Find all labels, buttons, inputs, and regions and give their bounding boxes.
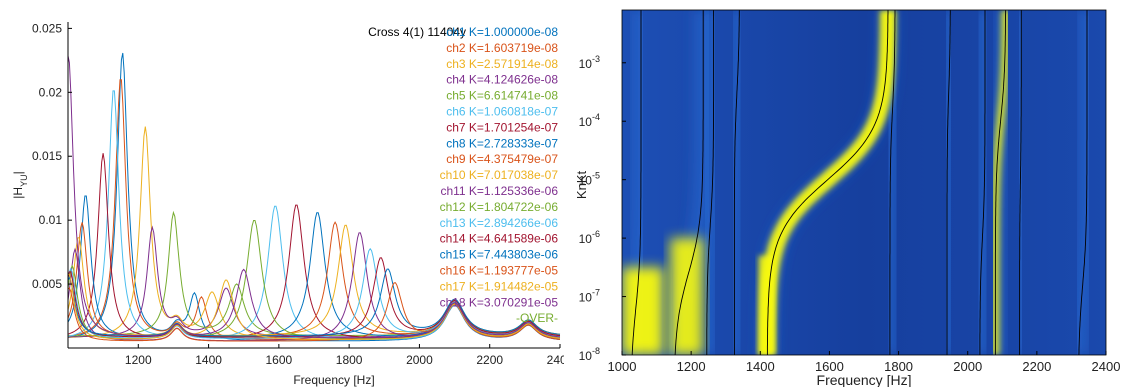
x-tick-label: 1200 <box>125 353 152 367</box>
legend-entry: ch6 K=1.060818e-07 <box>446 105 558 119</box>
series-lines <box>67 52 561 342</box>
y-tick-exponent: -6 <box>592 229 600 239</box>
legend-entry: ch4 K=4.124626e-08 <box>446 73 558 87</box>
legend-entry: ch12 K=1.804722e-06 <box>440 200 559 214</box>
legend-entry: ch15 K=7.443803e-06 <box>440 248 559 262</box>
legend-entry: ch9 K=4.375479e-07 <box>446 152 558 166</box>
legend-entry: ch5 K=6.614741e-08 <box>446 89 558 103</box>
axes: 1200 1400 1600 1800 2000 2200 2400 0.005 0.01 0.0… <box>32 21 564 367</box>
branch-line <box>1019 10 1022 355</box>
y-tick-label: 0.015 <box>32 149 62 163</box>
branch-line <box>733 10 740 355</box>
y-tick-label: 10-7 <box>579 288 600 305</box>
x-tick-label: 2200 <box>1022 359 1051 374</box>
x-tick-label: 1200 <box>677 359 706 374</box>
branch-line <box>674 10 704 355</box>
x-axis-label: Frequency [Hz] <box>817 372 912 387</box>
y-tick-exponent: -3 <box>592 54 600 64</box>
legend-over: -OVER- <box>516 311 558 325</box>
y-tick-label: 10-6 <box>579 229 600 246</box>
branch-line <box>631 10 642 355</box>
legend: Cross 4(1) 11404y ch1 K=1.000000e-08 ch2 … <box>368 25 558 325</box>
chart-title: Cross 4(1) 11404y <box>368 25 466 39</box>
branch-line <box>706 10 715 355</box>
series-line <box>67 268 561 337</box>
y-tick-label: 10-5 <box>579 171 600 188</box>
y-tick-exponent: -7 <box>592 288 600 298</box>
x-tick-label: 2000 <box>953 359 982 374</box>
legend-entry: ch2 K=1.603719e-08 <box>446 41 558 55</box>
branch-lines <box>631 10 1088 355</box>
y-tick-base: 10 <box>579 232 593 246</box>
y-tick-label: 0.025 <box>32 21 62 35</box>
branch-line <box>979 10 986 355</box>
legend-entry: ch11 K=1.125336e-06 <box>440 184 558 198</box>
legend-entry: ch14 K=4.641589e-06 <box>440 232 559 246</box>
y-axis-label-main: |H <box>11 187 25 199</box>
branch-line <box>889 10 896 355</box>
y-tick-base: 10 <box>579 291 593 305</box>
x-tick-label: 1800 <box>884 359 913 374</box>
x-tick-label: 1000 <box>608 359 637 374</box>
hot-region <box>758 255 775 355</box>
x-tick-label: 1400 <box>195 353 222 367</box>
legend-entry: ch8 K=2.728333e-07 <box>446 136 558 150</box>
branch-line <box>994 10 1007 355</box>
legend-entry: ch1 K=1.000000e-08 <box>446 25 558 39</box>
axes: 1000 1200 1400 1600 1800 2000 2200 240010-810-7… <box>579 9 1121 374</box>
x-tick-label: 1600 <box>815 359 844 374</box>
legend-entry: ch3 K=2.571914e-08 <box>446 57 558 71</box>
x-tick-label: 2000 <box>406 353 433 367</box>
y-tick-label: 10-4 <box>579 112 600 129</box>
y-tick-label: 10-8 <box>579 346 600 363</box>
y-tick-exponent: -8 <box>592 346 600 356</box>
y-tick-label: 10-3 <box>579 54 600 71</box>
legend-entry: ch7 K=1.701254e-07 <box>446 120 558 134</box>
x-tick-label: 1800 <box>336 353 363 367</box>
legend-entry: ch17 K=1.914482e-05 <box>440 279 559 293</box>
y-tick-label: 0.02 <box>39 85 63 99</box>
y-axis-label: KnKt <box>574 171 589 200</box>
series-line <box>67 257 561 338</box>
y-tick-base: 10 <box>579 115 593 129</box>
x-axis-label: Frequency [Hz] <box>293 373 374 387</box>
y-tick-base: 10 <box>579 349 593 363</box>
series-line <box>67 282 561 342</box>
y-tick-exponent: -4 <box>592 112 600 122</box>
legend-entry: ch18 K=3.070291e-05 <box>440 295 559 309</box>
branch-line <box>1078 10 1088 355</box>
frequency-response-chart: 1200 1400 1600 1800 2000 2200 2400 0.005 0.01 0.0… <box>11 21 564 387</box>
series-line <box>67 55 561 339</box>
y-tick-base: 10 <box>579 57 593 71</box>
y-tick-label: 0.005 <box>32 277 62 291</box>
axes-box <box>621 9 1107 356</box>
legend-entry: ch16 K=1.193777e-05 <box>440 264 559 278</box>
dispersion-heatmap: 1000 1200 1400 1600 1800 2000 2200 240010-810-7… <box>574 9 1121 387</box>
hot-region <box>622 267 664 355</box>
y-tick-label: 0.01 <box>39 213 63 227</box>
x-tick-label: 2400 <box>1092 359 1121 374</box>
branch-halo <box>1069 10 1096 355</box>
legend-entry: ch13 K=2.894266e-06 <box>440 216 559 230</box>
x-tick-label: 1600 <box>266 353 293 367</box>
x-tick-label: 2400 <box>547 353 564 367</box>
branch-line <box>946 10 951 355</box>
y-tick-base: 10 <box>579 174 593 188</box>
x-tick-label: 2200 <box>476 353 503 367</box>
y-axis-label-sub: YU <box>19 174 29 187</box>
y-axis-label-close: | <box>11 171 25 174</box>
branch-line <box>766 10 889 355</box>
hot-region <box>670 238 704 355</box>
series-line <box>67 247 561 339</box>
series-line <box>68 273 561 340</box>
y-axis-label: |HYU| <box>11 171 29 198</box>
legend-entry: ch10 K=7.017038e-07 <box>440 168 559 182</box>
y-tick-exponent: -5 <box>592 171 600 181</box>
x-tick-label: 1400 <box>746 359 775 374</box>
heatmap-area <box>622 10 1106 355</box>
